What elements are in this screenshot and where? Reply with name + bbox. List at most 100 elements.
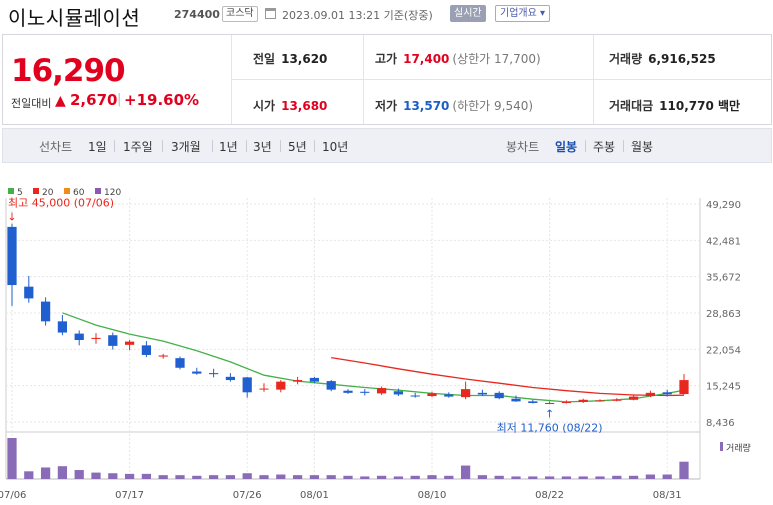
tab-separator xyxy=(585,140,586,152)
change-percent: +19.60% xyxy=(124,91,200,109)
candle xyxy=(477,389,488,397)
y-tick-label: 8,436 xyxy=(706,418,735,429)
volume-bar xyxy=(175,475,185,479)
candle-body xyxy=(57,321,68,333)
high-annotation: 최고 45,000 (07/06) xyxy=(8,197,114,210)
candle-body xyxy=(360,391,370,393)
down-arrow-icon: ↓ xyxy=(7,211,16,224)
candle-body xyxy=(595,400,605,402)
candle xyxy=(444,392,454,398)
candle xyxy=(645,390,656,398)
candlestick-chart: 49,290 42,481 35,672 28,863 22,054 15,245 8,43… xyxy=(0,188,751,501)
tab-5y[interactable]: 5년 xyxy=(288,140,307,154)
volume-bar xyxy=(561,476,572,479)
tab-10y[interactable]: 10년 xyxy=(322,140,349,154)
tab-monthly[interactable]: 월봉 xyxy=(631,140,654,154)
lower-limit: (하한가 9,540) xyxy=(452,99,534,113)
candle xyxy=(494,391,504,400)
candle-body xyxy=(74,333,84,341)
volume-legend-label: 거래량 xyxy=(726,442,751,454)
tab-3m[interactable]: 3개월 xyxy=(171,140,201,154)
candle-body xyxy=(276,381,286,390)
amount-label: 거래대금 xyxy=(609,99,654,113)
volume-bar xyxy=(225,475,236,479)
tab-1y[interactable]: 1년 xyxy=(219,140,238,154)
high-label: 고가 xyxy=(375,52,398,66)
volume-bar xyxy=(595,476,605,479)
volume-bar xyxy=(242,473,252,479)
volume-bar xyxy=(360,476,370,479)
tab-separator xyxy=(162,140,163,152)
candle xyxy=(460,381,471,400)
volume-bar xyxy=(444,475,454,479)
candle xyxy=(57,314,68,336)
tab-separator xyxy=(314,140,315,152)
volume-bar xyxy=(376,475,387,479)
calendar-icon xyxy=(265,8,276,19)
candle-body xyxy=(444,394,454,397)
volume-bar xyxy=(276,474,286,479)
realtime-button[interactable]: 실시간 xyxy=(450,5,486,22)
candle-body xyxy=(662,392,672,395)
candle-body xyxy=(326,381,336,390)
volume-bar xyxy=(40,467,51,479)
candle xyxy=(561,400,572,404)
candle xyxy=(24,275,34,303)
volume-bar xyxy=(309,475,320,479)
volume-bar xyxy=(24,471,34,479)
candle xyxy=(679,374,689,395)
candle xyxy=(612,398,622,402)
volume-bar xyxy=(528,476,538,479)
legend-swatch xyxy=(64,188,70,194)
tab-separator xyxy=(212,140,213,152)
candle-chart-label: 봉차트 xyxy=(506,140,540,154)
amount-stat: 거래대금 110,770 백만 xyxy=(609,97,740,114)
candle xyxy=(242,376,252,398)
low-stat: 저가 13,570 (하한가 9,540) xyxy=(375,97,533,114)
volume-bar xyxy=(477,475,488,479)
candle xyxy=(175,356,185,370)
candle-body xyxy=(376,388,387,394)
high-stat: 고가 17,400 (상한가 17,700) xyxy=(375,50,541,67)
volume-bar xyxy=(259,475,269,479)
tab-3y[interactable]: 3년 xyxy=(253,140,272,154)
high-value: 17,400 xyxy=(403,52,450,66)
volume-bar xyxy=(158,475,168,479)
company-overview-button[interactable]: 기업개요 ▾ xyxy=(495,5,551,22)
candle-body xyxy=(544,402,555,404)
candle-body xyxy=(578,399,588,402)
divider xyxy=(231,79,771,80)
amount-value: 110,770 백만 xyxy=(659,99,741,113)
stock-header: 이노시뮬레이션 274400 코스닥 2023.09.01 13:21 기준(장… xyxy=(0,0,773,30)
y-tick-label: 35,672 xyxy=(706,273,741,284)
price-summary: 16,290 전일대비 ▲ 2,670 | +19.60% 전일 13,620 고… xyxy=(2,34,772,125)
volume-bar xyxy=(612,475,622,479)
candle xyxy=(511,395,521,402)
tab-weekly[interactable]: 주봉 xyxy=(593,140,616,154)
company-name: 이노시뮬레이션 xyxy=(8,6,141,30)
tab-1w[interactable]: 1주일 xyxy=(123,140,153,154)
candle xyxy=(225,373,236,382)
candle-body xyxy=(7,226,17,286)
candle-body xyxy=(40,301,51,322)
volume-value: 6,916,525 xyxy=(648,52,716,66)
change-value: 2,670 xyxy=(70,91,118,109)
volume-bar xyxy=(410,475,420,479)
legend-label: 5 xyxy=(17,188,23,198)
candle xyxy=(7,223,17,306)
tab-daily[interactable]: 일봉 xyxy=(555,140,578,154)
tab-1d[interactable]: 1일 xyxy=(88,140,107,154)
candle-body xyxy=(292,380,303,382)
candle-body xyxy=(679,380,689,395)
ma5-line xyxy=(62,312,685,403)
volume-bar xyxy=(326,475,336,479)
up-arrow-icon: ↑ xyxy=(545,407,554,420)
volume-bar xyxy=(57,466,68,479)
candle-body xyxy=(410,395,420,397)
chart-tabs: 선차트 1일 1주일 3개월 1년 3년 5년 10년 봉차트 일봉 주봉 월봉 xyxy=(2,128,772,163)
open-label: 시가 xyxy=(253,99,276,113)
candle xyxy=(628,395,639,401)
candle-body xyxy=(91,337,101,339)
open-value: 13,680 xyxy=(281,99,328,113)
legend-label: 20 xyxy=(42,188,54,198)
